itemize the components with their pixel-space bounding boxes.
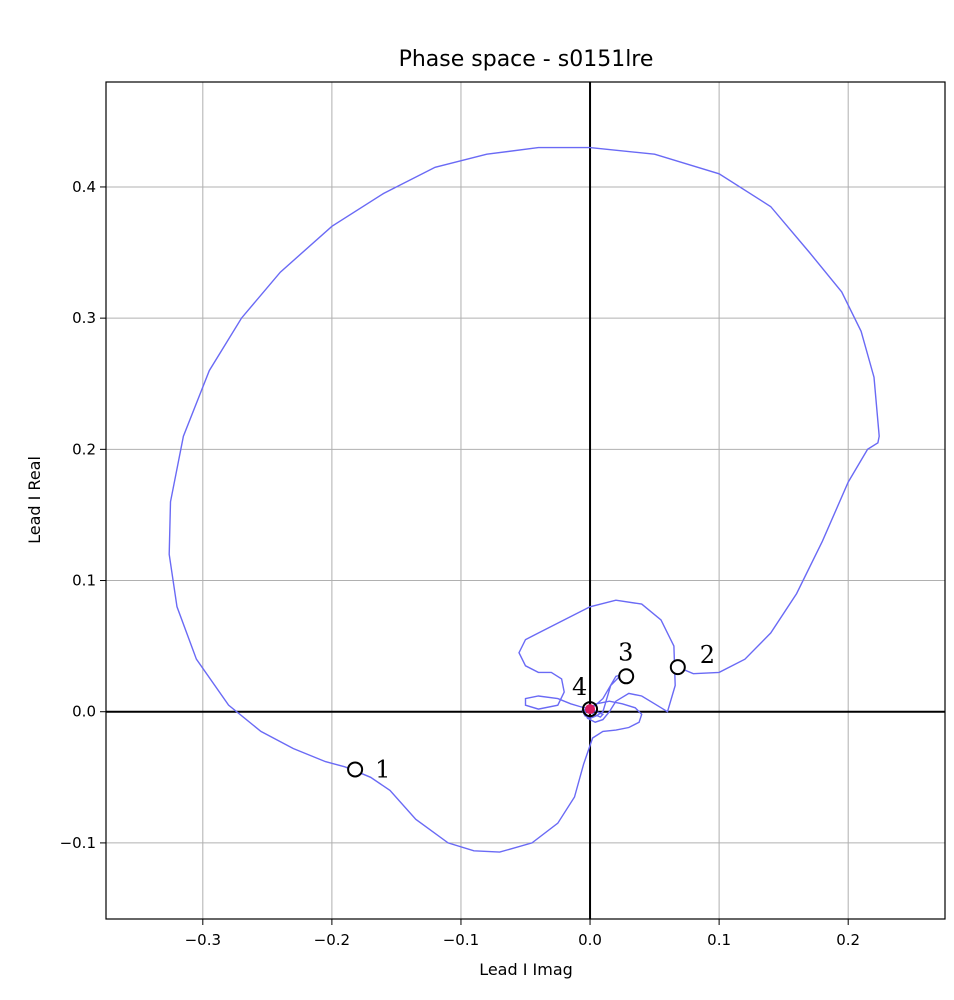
marker-layer: 1 2 3 4: [347, 638, 715, 783]
y-tick-label: 0.4: [72, 178, 96, 196]
x-axis-label: Lead I Imag: [479, 960, 573, 979]
y-tick-label: 0.3: [72, 309, 96, 327]
x-tick-labels: −0.3 −0.2 −0.1 0.0 0.1 0.2: [185, 919, 860, 949]
x-tick-label: 0.0: [578, 931, 602, 949]
x-tick-label: −0.2: [314, 931, 350, 949]
trace-layer: [168, 146, 880, 853]
point-label: 4: [572, 673, 587, 701]
point-marker: [347, 761, 364, 778]
point-label: 2: [700, 641, 715, 669]
x-tick-label: −0.1: [443, 931, 479, 949]
phase-trace: [168, 146, 880, 853]
y-tick-label: 0.2: [72, 440, 96, 458]
plot-frame: [105, 81, 946, 920]
origin-dot: [585, 704, 596, 715]
y-tick-label: 0.1: [72, 572, 96, 590]
point-marker: [618, 668, 635, 685]
point-marker: [669, 659, 686, 676]
y-axis-label: Lead I Real: [25, 456, 44, 544]
y-tick-labels: −0.1 0.0 0.1 0.2 0.3 0.4: [60, 178, 106, 852]
y-tick-label: −0.1: [60, 834, 96, 852]
zero-lines: [106, 82, 945, 919]
chart-title: Phase space - s0151lre: [399, 47, 654, 72]
point-marker: [582, 701, 599, 718]
x-tick-label: 0.2: [836, 931, 860, 949]
y-tick-label: 0.0: [72, 703, 96, 721]
x-tick-label: 0.1: [707, 931, 731, 949]
point-label: 3: [618, 638, 633, 666]
x-tick-label: −0.3: [185, 931, 221, 949]
point-label: 1: [375, 755, 390, 783]
grid-layer: [106, 82, 945, 919]
